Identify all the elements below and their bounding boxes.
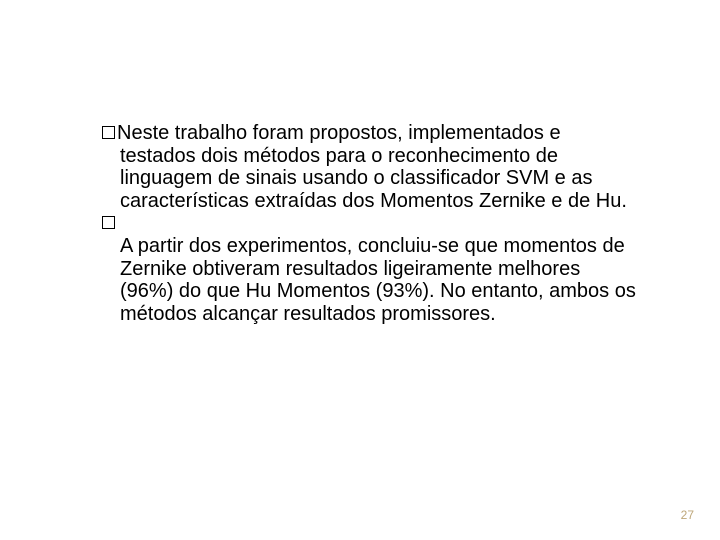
square-bullet-icon [102, 216, 115, 229]
paragraph-2: A partir dos experimentos, concluiu-se q… [102, 212, 636, 325]
slide: Neste trabalho foram propostos, implemen… [0, 0, 720, 540]
page-number: 27 [681, 508, 694, 522]
square-bullet-icon [102, 126, 115, 139]
paragraph-1: Neste trabalho foram propostos, implemen… [102, 122, 636, 212]
body-text-block: Neste trabalho foram propostos, implemen… [102, 122, 636, 325]
paragraph-2-text: A partir dos experimentos, concluiu-se q… [120, 235, 636, 325]
paragraph-1-text: Neste trabalho foram propostos, implemen… [117, 122, 627, 212]
